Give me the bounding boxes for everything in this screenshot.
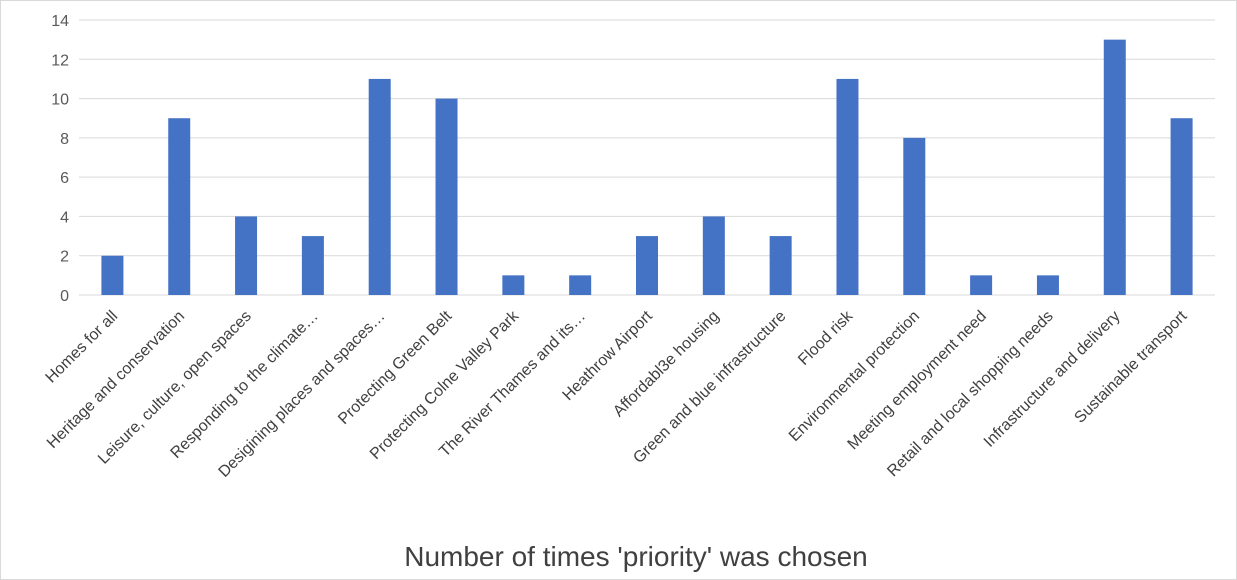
y-tick-label: 4 <box>60 209 69 226</box>
y-tick-label: 2 <box>60 249 69 266</box>
bar <box>168 118 191 295</box>
bar <box>101 255 124 295</box>
bar <box>435 98 458 295</box>
bar <box>702 216 725 295</box>
y-tick-label: 8 <box>60 131 69 148</box>
bar <box>368 78 391 295</box>
bar <box>903 137 926 295</box>
bar <box>1036 275 1059 295</box>
y-tick-label: 0 <box>60 288 69 305</box>
y-tick-label: 10 <box>51 92 69 109</box>
y-tick-label: 12 <box>51 52 69 69</box>
y-tick-label: 6 <box>60 170 69 187</box>
bar <box>1103 39 1126 296</box>
bar <box>502 275 525 295</box>
bars <box>101 39 1193 296</box>
x-axis-title: Number of times 'priority' was chosen <box>404 541 868 572</box>
y-axis-ticks: 0 2 4 6 8 10 12 14 <box>51 13 69 305</box>
bar <box>769 236 792 295</box>
bar <box>235 216 258 295</box>
bar <box>970 275 993 295</box>
y-tick-label: 14 <box>51 13 69 30</box>
bar <box>836 78 859 295</box>
bar <box>1170 118 1193 295</box>
bar <box>636 236 658 295</box>
bar <box>301 236 324 295</box>
bar <box>569 275 592 295</box>
